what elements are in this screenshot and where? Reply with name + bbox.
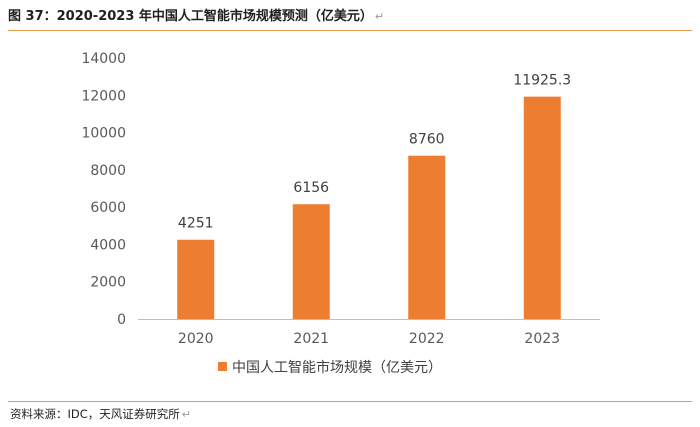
bar-2021 [292, 204, 330, 319]
x-tick-label: 2023 [524, 331, 560, 347]
legend: 中国人工智能市场规模（亿美元） [218, 359, 442, 376]
data-label: 4251 [178, 216, 214, 232]
bar-2023 [523, 96, 561, 319]
return-mark-icon: ↵ [374, 10, 385, 23]
source-note: 资料来源：IDC，天风证券研究所 ↵ [10, 406, 191, 422]
y-tick-label: 14000 [81, 51, 126, 67]
bottom-divider [8, 401, 692, 402]
top-divider [8, 30, 692, 31]
y-axis: 0 2000 4000 6000 8000 10000 12000 14000 [81, 51, 126, 328]
y-tick-label: 10000 [81, 126, 126, 142]
x-tick-label: 2021 [293, 331, 329, 347]
y-tick-label: 2000 [90, 275, 126, 291]
y-tick-label: 0 [117, 312, 126, 328]
y-tick-label: 6000 [90, 200, 126, 216]
data-label: 8760 [409, 132, 445, 148]
source-text: 资料来源：IDC，天风证券研究所 [10, 407, 180, 421]
data-label: 6156 [293, 180, 329, 196]
bar-2020 [177, 239, 215, 319]
y-tick-label: 8000 [90, 163, 126, 179]
return-mark-icon: ↵ [181, 408, 191, 421]
chart-title-text: 图 37：2020-2023 年中国人工智能市场规模预测（亿美元） [8, 9, 373, 24]
y-tick-label: 12000 [81, 88, 126, 104]
y-tick-label: 4000 [90, 237, 126, 253]
x-tick-label: 2020 [178, 331, 214, 347]
bar-2022 [408, 155, 446, 319]
legend-swatch [218, 362, 227, 371]
chart-title: 图 37：2020-2023 年中国人工智能市场规模预测（亿美元） ↵ [8, 5, 384, 24]
bar-series: 4251 2020 6156 2021 8760 2022 11925.3 2023 [177, 73, 571, 347]
data-label: 11925.3 [513, 73, 571, 89]
legend-label: 中国人工智能市场规模（亿美元） [232, 359, 442, 376]
x-tick-label: 2022 [409, 331, 445, 347]
